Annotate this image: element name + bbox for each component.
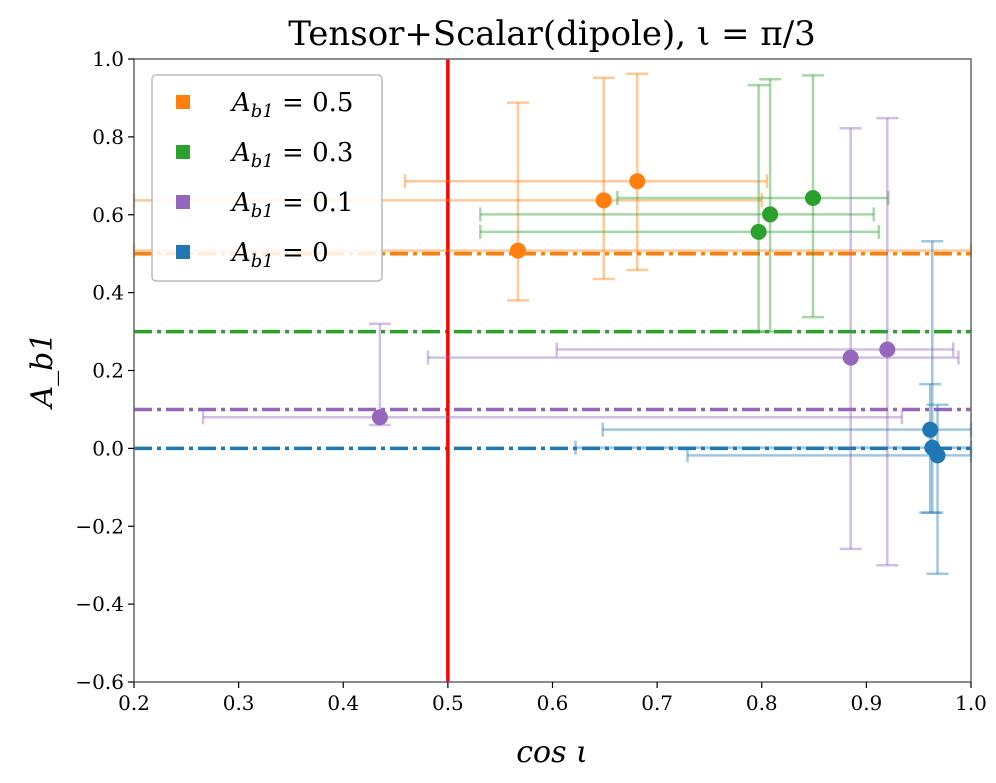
error-bar: [403, 72, 769, 272]
legend-box: [151, 74, 383, 282]
data-point: [371, 409, 388, 426]
y-axis-label-group: A_b1: [25, 333, 60, 411]
error-bar: [479, 77, 875, 333]
data-point: [879, 341, 896, 358]
legend-swatch: [176, 95, 190, 109]
legend-label: Ab1 = 0.5: [230, 88, 353, 122]
y-tick-label: −0.4: [75, 592, 124, 616]
x-tick-label: 0.2: [118, 691, 150, 715]
error-bar: [201, 322, 904, 427]
error-bar: [479, 83, 881, 333]
chart-title: Tensor+Scalar(dipole), ι = π/3: [288, 14, 816, 54]
legend-swatch: [176, 195, 190, 209]
x-axis-ticks: 0.2 0.3 0.4 0.5 0.6 0.7 0.8 0.9 1.0: [118, 682, 987, 715]
y-tick-label: 0.8: [92, 125, 124, 149]
y-tick-label: 0.4: [92, 281, 124, 305]
x-tick-label: 0.3: [223, 691, 255, 715]
data-point: [762, 206, 779, 223]
y-tick-label: 0.2: [92, 359, 124, 383]
data-points: [371, 173, 946, 464]
y-tick-label: −0.2: [75, 514, 124, 538]
legend: Ab1 = 0.5 Ab1 = 0.3 Ab1 = 0.1 Ab1 = 0: [151, 74, 383, 282]
y-axis-ticks: −0.6 −0.4 −0.2 0.0 0.2 0.4 0.6 0.8 1.0: [75, 47, 134, 694]
legend-swatch: [176, 145, 190, 159]
x-tick-label: 0.4: [327, 691, 359, 715]
data-point: [629, 173, 646, 190]
y-tick-label: 1.0: [92, 47, 124, 71]
legend-swatch: [176, 245, 190, 259]
x-tick-label: 0.6: [537, 691, 569, 715]
data-point: [922, 421, 939, 438]
x-tick-label: 0.9: [850, 691, 882, 715]
x-tick-label: 0.5: [432, 691, 464, 715]
x-tick-label: 0.8: [746, 691, 778, 715]
y-tick-label: 0.6: [92, 203, 124, 227]
legend-label: Ab1 = 0: [230, 238, 329, 272]
y-tick-label: −0.6: [75, 670, 124, 694]
data-point: [842, 349, 859, 366]
y-axis-label: A_b1: [25, 333, 60, 411]
data-point: [750, 223, 767, 240]
legend-label: Ab1 = 0.3: [230, 138, 353, 172]
data-point: [805, 190, 822, 207]
x-tick-label: 0.7: [641, 691, 673, 715]
x-tick-label: 1.0: [955, 691, 987, 715]
legend-label: Ab1 = 0.1: [230, 188, 353, 222]
error-bar: [426, 127, 960, 551]
error-bars: [132, 72, 973, 576]
data-point: [509, 242, 526, 259]
data-point: [595, 192, 612, 209]
y-tick-label: 0.0: [92, 436, 124, 460]
data-point: [929, 447, 946, 464]
x-axis-label: cos ι: [516, 735, 588, 770]
